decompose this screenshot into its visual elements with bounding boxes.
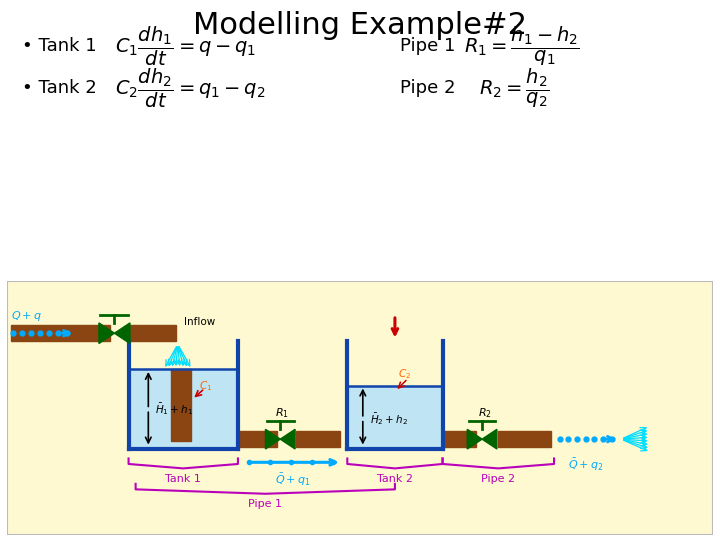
FancyBboxPatch shape	[498, 431, 551, 447]
Text: Tank 1: Tank 1	[166, 474, 201, 484]
FancyBboxPatch shape	[7, 281, 713, 535]
FancyBboxPatch shape	[130, 326, 176, 341]
Text: $R_2 = \dfrac{h_2}{q_2}$: $R_2 = \dfrac{h_2}{q_2}$	[479, 67, 549, 110]
Text: Pipe 1: Pipe 1	[248, 500, 282, 509]
FancyBboxPatch shape	[443, 431, 477, 447]
Text: Pipe 2: Pipe 2	[481, 474, 516, 484]
Text: $C_2 \dfrac{dh_2}{dt} = q_1 - q_2$: $C_2 \dfrac{dh_2}{dt} = q_1 - q_2$	[115, 67, 266, 110]
Text: $C_1 \dfrac{dh_1}{dt} = q - q_1$: $C_1 \dfrac{dh_1}{dt} = q - q_1$	[115, 25, 256, 68]
Text: $R_1 = \dfrac{h_1 - h_2}{q_1}$: $R_1 = \dfrac{h_1 - h_2}{q_1}$	[464, 25, 580, 68]
Polygon shape	[114, 323, 130, 343]
Text: $\bar{Q}+q_2$: $\bar{Q}+q_2$	[568, 457, 603, 473]
Text: Tank 2: Tank 2	[377, 474, 413, 484]
Text: • Tank 1: • Tank 1	[22, 37, 96, 55]
Polygon shape	[99, 323, 114, 343]
Polygon shape	[266, 429, 280, 449]
Text: $\bar{H}_1+h_1$: $\bar{H}_1+h_1$	[156, 401, 194, 417]
Text: $Q+q$: $Q+q$	[11, 309, 42, 323]
Text: Modelling Example#2: Modelling Example#2	[193, 11, 527, 40]
FancyBboxPatch shape	[11, 326, 109, 341]
Text: $\bar{Q}+q_1$: $\bar{Q}+q_1$	[275, 472, 310, 489]
Text: $R_1$: $R_1$	[275, 406, 289, 420]
Text: $R_2$: $R_2$	[478, 406, 492, 420]
FancyBboxPatch shape	[129, 369, 238, 449]
Text: Pipe 2: Pipe 2	[400, 79, 455, 97]
Polygon shape	[467, 429, 482, 449]
FancyBboxPatch shape	[171, 369, 191, 441]
Polygon shape	[482, 429, 497, 449]
FancyBboxPatch shape	[296, 431, 340, 447]
Text: • Tank 2: • Tank 2	[22, 79, 96, 97]
FancyBboxPatch shape	[238, 431, 276, 447]
Polygon shape	[280, 429, 295, 449]
Text: $\bar{H}_2+h_2$: $\bar{H}_2+h_2$	[370, 411, 408, 427]
Text: Pipe 1: Pipe 1	[400, 37, 455, 55]
FancyBboxPatch shape	[347, 386, 443, 449]
Text: $C_2$: $C_2$	[398, 368, 411, 381]
Text: Inflow: Inflow	[184, 316, 215, 327]
Text: $C_1$: $C_1$	[199, 379, 212, 393]
